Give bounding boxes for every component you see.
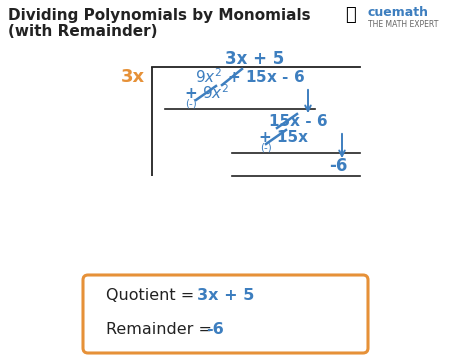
- Text: cuemath: cuemath: [368, 6, 429, 19]
- Text: Dividing Polynomials by Monomials: Dividing Polynomials by Monomials: [8, 8, 310, 23]
- Text: 3x + 5: 3x + 5: [225, 50, 284, 68]
- Text: $9x^2$ + 15x - 6: $9x^2$ + 15x - 6: [195, 68, 305, 86]
- Text: (with Remainder): (with Remainder): [8, 24, 157, 39]
- Text: + $9x^2$: + $9x^2$: [184, 84, 229, 102]
- Text: 3x + 5: 3x + 5: [197, 289, 255, 304]
- Text: (-): (-): [260, 142, 272, 152]
- Text: 3x: 3x: [121, 68, 145, 86]
- Text: 15x - 6: 15x - 6: [269, 113, 328, 129]
- Text: -6: -6: [206, 321, 224, 337]
- Text: -6: -6: [329, 157, 347, 175]
- FancyBboxPatch shape: [83, 275, 368, 353]
- Text: + 15x: + 15x: [259, 130, 309, 145]
- Text: THE MATH EXPERT: THE MATH EXPERT: [368, 20, 438, 29]
- Text: Quotient =: Quotient =: [106, 289, 200, 304]
- Text: 🚀: 🚀: [345, 6, 356, 24]
- Text: Remainder =: Remainder =: [106, 321, 217, 337]
- Text: (-): (-): [185, 98, 197, 108]
